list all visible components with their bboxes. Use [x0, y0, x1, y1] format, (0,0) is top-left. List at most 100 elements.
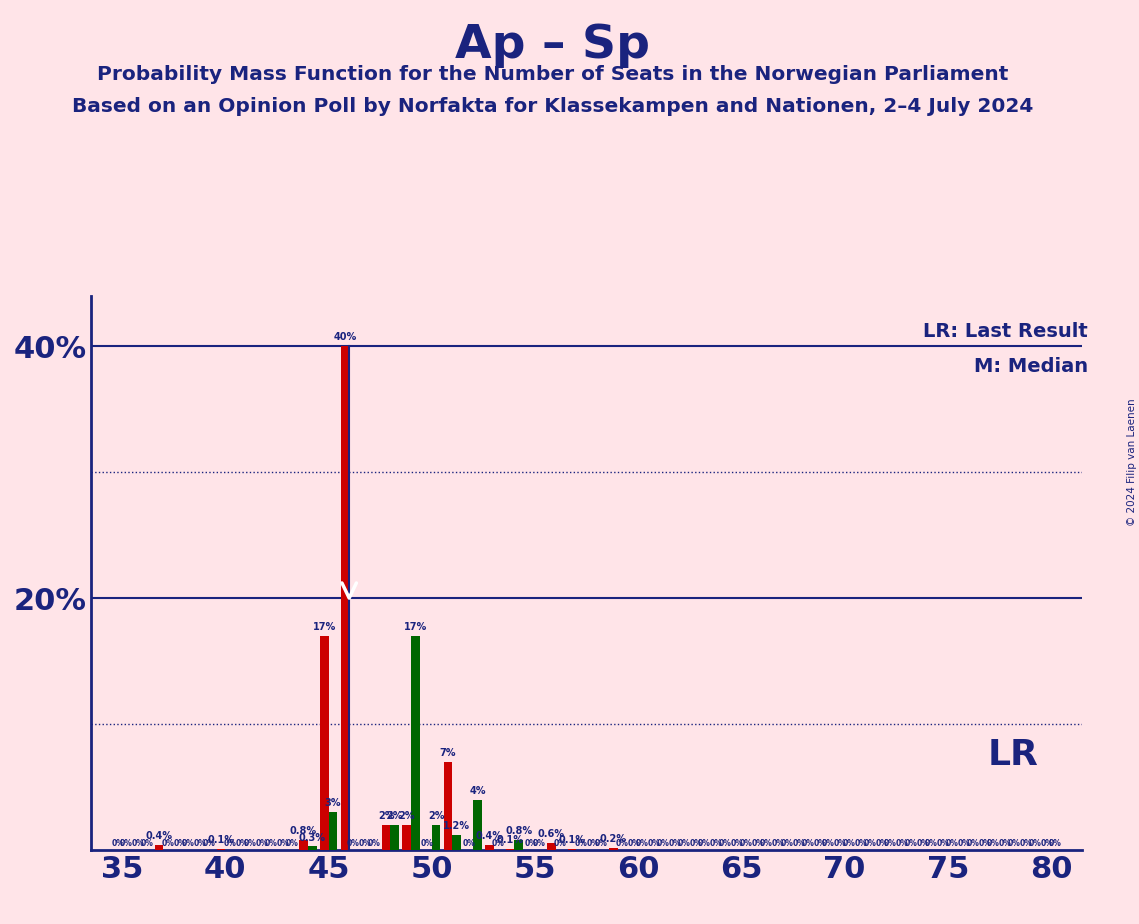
Text: Probability Mass Function for the Number of Seats in the Norwegian Parliament: Probability Mass Function for the Number…: [97, 65, 1008, 84]
Text: 0%: 0%: [863, 839, 876, 848]
Text: 0%: 0%: [739, 839, 752, 848]
Bar: [506, 849, 515, 850]
Bar: [320, 636, 328, 850]
Text: 4%: 4%: [469, 786, 485, 796]
Text: 0%: 0%: [554, 839, 566, 848]
Text: 2%: 2%: [428, 811, 444, 821]
Text: 0%: 0%: [780, 839, 794, 848]
Text: 0%: 0%: [120, 839, 133, 848]
Bar: [452, 835, 461, 850]
Text: 0%: 0%: [162, 839, 174, 848]
Text: LR: Last Result: LR: Last Result: [923, 322, 1088, 342]
Text: 0%: 0%: [937, 839, 950, 848]
Bar: [485, 845, 493, 850]
Text: LR: LR: [988, 738, 1038, 772]
Text: 0%: 0%: [264, 839, 278, 848]
Bar: [341, 346, 350, 850]
Text: 0.8%: 0.8%: [505, 826, 532, 836]
Bar: [308, 846, 317, 850]
Text: 0%: 0%: [368, 839, 380, 848]
Text: 0%: 0%: [966, 839, 980, 848]
Text: 0%: 0%: [628, 839, 640, 848]
Text: 0%: 0%: [801, 839, 814, 848]
Text: 0%: 0%: [999, 839, 1011, 848]
Bar: [609, 847, 617, 850]
Text: 0%: 0%: [854, 839, 868, 848]
Text: 0%: 0%: [669, 839, 681, 848]
Text: 0.1%: 0.1%: [558, 835, 585, 845]
Text: 0%: 0%: [895, 839, 909, 848]
Text: 0%: 0%: [834, 839, 846, 848]
Text: 0%: 0%: [917, 839, 929, 848]
Text: 0%: 0%: [347, 839, 360, 848]
Text: 0%: 0%: [140, 839, 154, 848]
Bar: [155, 845, 163, 850]
Text: © 2024 Filip van Laenen: © 2024 Filip van Laenen: [1126, 398, 1137, 526]
Text: 0%: 0%: [533, 839, 546, 848]
Text: 0%: 0%: [689, 839, 703, 848]
Text: 0%: 0%: [277, 839, 289, 848]
Text: 0%: 0%: [203, 839, 215, 848]
Bar: [300, 840, 308, 850]
Text: 0%: 0%: [492, 839, 505, 848]
Text: 0%: 0%: [730, 839, 744, 848]
Text: 0.6%: 0.6%: [538, 829, 565, 839]
Bar: [216, 849, 226, 850]
Text: 0%: 0%: [657, 839, 670, 848]
Bar: [382, 825, 391, 850]
Bar: [328, 812, 337, 850]
Text: 0%: 0%: [698, 839, 711, 848]
Text: 0%: 0%: [822, 839, 835, 848]
Text: 0%: 0%: [772, 839, 785, 848]
Bar: [402, 825, 411, 850]
Text: Based on an Opinion Poll by Norfakta for Klassekampen and Nationen, 2–4 July 202: Based on an Opinion Poll by Norfakta for…: [72, 97, 1033, 116]
Text: 0.2%: 0.2%: [600, 833, 626, 844]
Text: 0%: 0%: [904, 839, 917, 848]
Text: 17%: 17%: [404, 622, 427, 632]
Text: 0%: 0%: [719, 839, 731, 848]
Text: M: Median: M: Median: [974, 358, 1088, 376]
Text: 0%: 0%: [978, 839, 991, 848]
Text: 17%: 17%: [312, 622, 336, 632]
Text: 7%: 7%: [440, 748, 457, 758]
Text: 0%: 0%: [988, 839, 1000, 848]
Text: 0%: 0%: [945, 839, 959, 848]
Text: 0.1%: 0.1%: [497, 835, 524, 845]
Text: 0%: 0%: [194, 839, 207, 848]
Bar: [473, 799, 482, 850]
Text: 40%: 40%: [334, 333, 357, 342]
Text: 0%: 0%: [421, 839, 434, 848]
Text: 0%: 0%: [925, 839, 939, 848]
Text: 0%: 0%: [235, 839, 248, 848]
Text: 0%: 0%: [574, 839, 587, 848]
Text: 0%: 0%: [636, 839, 649, 848]
Text: 0%: 0%: [1019, 839, 1033, 848]
Bar: [515, 840, 523, 850]
Text: 0%: 0%: [875, 839, 888, 848]
Text: 1.2%: 1.2%: [443, 821, 470, 832]
Text: 0%: 0%: [462, 839, 475, 848]
Text: 0%: 0%: [132, 839, 145, 848]
Text: 0.4%: 0.4%: [146, 832, 172, 841]
Text: 0.8%: 0.8%: [290, 826, 317, 836]
Text: 0%: 0%: [615, 839, 629, 848]
Text: 0%: 0%: [173, 839, 186, 848]
Text: 0%: 0%: [182, 839, 195, 848]
Text: 3%: 3%: [325, 798, 341, 808]
Text: 0%: 0%: [359, 839, 372, 848]
Text: 0%: 0%: [813, 839, 826, 848]
Text: 0%: 0%: [1029, 839, 1041, 848]
Text: 0.4%: 0.4%: [476, 832, 502, 841]
Text: 0%: 0%: [587, 839, 599, 848]
Text: 2%: 2%: [386, 811, 403, 821]
Text: 0.3%: 0.3%: [298, 833, 326, 843]
Bar: [411, 636, 420, 850]
Text: 0%: 0%: [256, 839, 269, 848]
Text: 0.1%: 0.1%: [207, 835, 235, 845]
Text: 0%: 0%: [843, 839, 855, 848]
Text: 0%: 0%: [678, 839, 690, 848]
Text: 2%: 2%: [378, 811, 394, 821]
Text: 0%: 0%: [958, 839, 970, 848]
Text: 0%: 0%: [760, 839, 773, 848]
Text: 0%: 0%: [223, 839, 236, 848]
